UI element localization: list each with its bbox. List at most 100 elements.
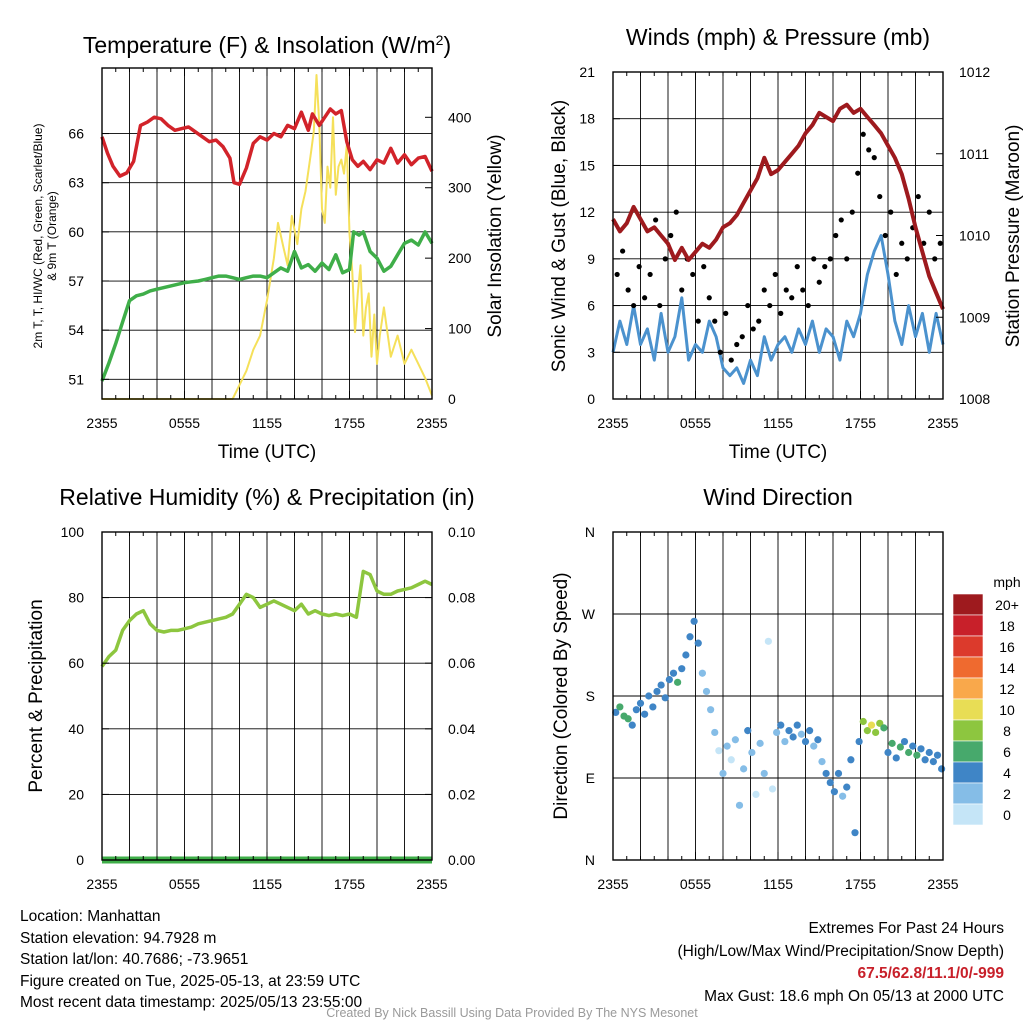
winds-y-label: Sonic Wind & Gust (Blue, Black): [549, 100, 570, 372]
y-tick-label: 9: [587, 251, 595, 267]
direction-point: [781, 737, 789, 746]
temperature-x-ticks: 2355 0555 1155 1755 2355: [86, 68, 448, 431]
legend-swatch: [952, 635, 984, 658]
direction-point: [690, 617, 698, 625]
gust-point: [800, 287, 806, 293]
gust-point: [673, 209, 679, 215]
x-tick-label: 0555: [680, 415, 711, 431]
direction-point: [661, 694, 669, 702]
y2-tick-label: 400: [448, 109, 472, 125]
gust-point: [871, 155, 877, 161]
legend-label: 4: [1003, 765, 1011, 781]
gust-point: [915, 193, 921, 200]
winds-y2-label: Station Pressure (Maroon): [1003, 125, 1024, 348]
temperature-title: Temperature (F) & Insolation (W/m2): [83, 32, 451, 58]
gust-point: [706, 295, 712, 301]
direction-point: [876, 719, 884, 727]
gust-point: [866, 147, 872, 153]
pressure-line: [611, 102, 945, 310]
x-tick-label: 2355: [86, 876, 117, 892]
wind-speed-line: [611, 234, 945, 385]
figure-created: Figure created on Tue, 2025-05-13, at 23…: [20, 972, 361, 990]
direction-point: [830, 788, 838, 796]
direction-point: [884, 748, 892, 757]
direction-point: [707, 706, 715, 714]
direction-point: [752, 790, 760, 799]
y-tick-label: 3: [587, 344, 595, 360]
gust-point: [794, 264, 800, 270]
legend-swatch: [952, 761, 984, 784]
direction-point: [925, 748, 933, 757]
gust-point: [772, 271, 778, 278]
direction-point: [818, 758, 826, 766]
direction-point: [801, 737, 810, 746]
gust-point: [695, 318, 701, 324]
direction-point: [900, 737, 909, 746]
direction-point: [847, 756, 855, 764]
direction-point: [669, 669, 678, 677]
x-tick-label: 2355: [597, 415, 628, 431]
gust-point: [844, 256, 850, 262]
gust-point: [636, 264, 642, 270]
gust-point: [789, 295, 795, 301]
direction-point: [719, 769, 727, 778]
direction-point: [636, 699, 645, 707]
direction-panel: Wind Direction 2355 0555 1155 1755 2355 N E S W…: [551, 484, 1021, 892]
direction-point: [694, 639, 702, 647]
y-tick-label: 100: [61, 524, 85, 540]
direction-point: [760, 769, 768, 778]
y-tick-label: 40: [68, 721, 84, 737]
direction-point: [649, 703, 657, 711]
x-tick-label: 2355: [416, 876, 447, 892]
x-tick-label: 1155: [252, 876, 282, 892]
gust-point: [657, 302, 663, 309]
direction-point: [839, 792, 847, 800]
gust-point: [631, 302, 637, 309]
direction-point: [711, 728, 719, 737]
direction-point: [748, 748, 756, 757]
gust-point: [860, 131, 866, 137]
direction-point: [645, 692, 653, 700]
gust-point: [849, 209, 855, 215]
humidity-y-label: Percent & Precipitation: [26, 599, 47, 792]
direction-point: [880, 724, 888, 732]
direction-point: [859, 717, 867, 726]
y-tick-label: 80: [68, 590, 84, 606]
y-tick-label: 63: [68, 175, 84, 191]
station-elevation: Station elevation: 94.7928 m: [20, 929, 217, 947]
direction-point: [702, 687, 711, 696]
legend-label: 8: [1003, 723, 1011, 739]
y-tick-label: 18: [579, 111, 595, 127]
direction-y-label: Direction (Colored By Speed): [551, 572, 572, 819]
y-tick-label: 66: [68, 126, 84, 142]
y2-tick-label: 0.06: [448, 655, 475, 671]
x-tick-label: 2355: [597, 876, 628, 892]
direction-title: Wind Direction: [703, 484, 853, 510]
winds-series: [611, 102, 945, 385]
gust-point: [625, 287, 631, 293]
direction-point: [789, 733, 797, 741]
legend-label: 12: [999, 681, 1015, 697]
direction-point: [686, 633, 694, 641]
direction-point: [822, 769, 830, 778]
y-tick-label: 15: [579, 157, 595, 173]
gust-point: [855, 170, 861, 176]
gust-point: [701, 264, 707, 270]
direction-point: [657, 681, 665, 689]
legend-label: 16: [999, 639, 1015, 655]
gust-point: [662, 256, 668, 262]
direction-point: [867, 721, 876, 729]
direction-point: [872, 728, 880, 737]
legend-swatch: [952, 719, 984, 742]
gust-point: [620, 248, 626, 254]
direction-point: [665, 676, 673, 684]
legend-swatch: [952, 782, 984, 805]
direction-point: [731, 736, 739, 744]
temperature-y-label: 2m T, T, HI/WC (Red, Green, Scarlet/Blue…: [31, 124, 45, 349]
gust-point: [642, 295, 648, 301]
direction-grid: [613, 532, 943, 860]
direction-point: [888, 739, 896, 747]
gust-point: [822, 264, 828, 270]
direction-point: [855, 737, 863, 746]
gust-point: [921, 240, 927, 246]
